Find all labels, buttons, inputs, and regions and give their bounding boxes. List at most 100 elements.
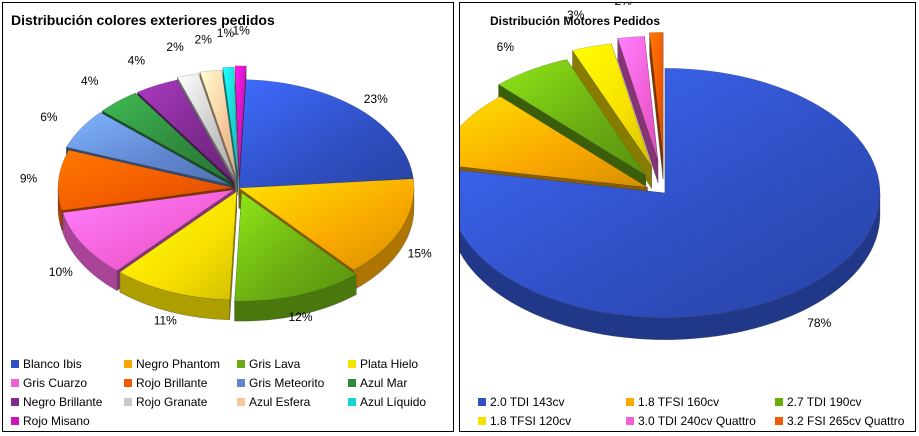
chart-colores-title: Distribución colores exteriores pedidos	[11, 12, 275, 28]
colores-label-gris-cuarzo: 10%	[49, 265, 73, 279]
motores-slices	[460, 32, 881, 318]
colores-slices	[57, 65, 415, 302]
motores-label-2-7-tdi-190cv: 6%	[497, 40, 515, 54]
chart-motores-plot: 78%10%6%3%2%1%	[460, 3, 881, 340]
chart-colores-panel: 23% 15% 12% 11% 10% 9% 6% 4% 4% 2% 2% 1% 1% Distribu…	[2, 2, 454, 432]
colores-legend-label: Rojo Brillante	[136, 376, 208, 390]
colores-legend-label: Blanco Ibis	[23, 357, 82, 371]
colores-label-azul-mar: 4%	[81, 74, 99, 88]
colores-legend-item-rojo-brillante: Rojo Brillante	[124, 376, 207, 390]
colores-legend-label: Rojo Misano	[23, 414, 90, 428]
motores-label-1-8-tfsi-120cv: 3%	[567, 8, 585, 22]
colores-legend-item-gris-lava: Gris Lava	[237, 357, 300, 371]
motores-legend-swatch	[478, 417, 486, 425]
colores-label-gris-lava: 12%	[288, 310, 312, 324]
colores-label-rojo-brillante: 9%	[20, 172, 38, 186]
colores-slice-negro-phantom	[238, 178, 415, 271]
motores-legend-item-3-2-fsi-265cv-quattro: 3.2 FSI 265cv Quattro	[775, 414, 904, 428]
motores-slice-2-0-tdi-143cv	[460, 68, 881, 318]
colores-slice-rojo-brillante	[57, 149, 234, 211]
colores-legend-item-rojo-granate: Rojo Granate	[124, 395, 207, 409]
chart-colores-plot: 23% 15% 12% 11% 10% 9% 6% 4% 4% 2% 2% 1%1%	[20, 24, 432, 328]
colores-legend-item-negro-brillante: Negro Brillante	[11, 395, 102, 409]
colores-label-rojo-granate: 2%	[166, 40, 184, 54]
colores-legend-item-gris-meteorito: Gris Meteorito	[237, 376, 324, 390]
motores-legend-swatch	[775, 398, 783, 406]
colores-slice-gris-meteorito	[65, 112, 231, 186]
motores-legend-item-2-0-tdi-143cv: 2.0 TDI 143cv	[478, 395, 564, 409]
colores-legend-swatch	[124, 379, 132, 387]
colores-legend-label: Azul Mar	[360, 376, 408, 390]
colores-legend-item-azul-esfera: Azul Esfera	[237, 395, 310, 409]
motores-legend-label: 2.0 TDI 143cv	[490, 395, 565, 409]
colores-slice-negro-brillante	[136, 79, 235, 183]
colores-slice-rojo-misano	[234, 65, 247, 175]
colores-legend-item-plata-hielo: Plata Hielo	[348, 357, 418, 371]
motores-label-2-0-tdi-143cv: 78%	[807, 316, 831, 330]
colores-legend-swatch	[11, 398, 19, 406]
colores-slice-azul-esfera	[199, 69, 237, 179]
colores-legend-label: Azul Esfera	[249, 395, 311, 409]
motores-legend-swatch	[626, 398, 634, 406]
colores-legend-label: Negro Brillante	[23, 395, 103, 409]
colores-legend-label: Plata Hielo	[360, 357, 419, 371]
colores-legend-label: Rojo Granate	[136, 395, 208, 409]
colores-legend-swatch	[11, 379, 19, 387]
motores-legend-swatch	[626, 417, 634, 425]
motores-legend-item-1-8-tfsi-160cv: 1.8 TFSI 160cv	[626, 395, 719, 409]
motores-legend-item-1-8-tfsi-120cv: 1.8 TFSI 120cv	[478, 414, 571, 428]
colores-legend-swatch	[237, 398, 245, 406]
colores-legend-swatch	[348, 360, 356, 368]
colores-legend-item-rojo-misano: Rojo Misano	[11, 414, 90, 428]
motores-legend-label: 1.8 TFSI 120cv	[490, 414, 572, 428]
colores-slice-rojo-granate	[176, 73, 236, 180]
motores-legend-label: 2.7 TDI 190cv	[787, 395, 862, 409]
colores-legend-label: Azul Líquido	[360, 395, 427, 409]
motores-legend-label: 3.2 FSI 265cv Quattro	[787, 414, 905, 428]
colores-legend-swatch	[11, 360, 19, 368]
colores-label-negro-phantom: 15%	[408, 246, 432, 260]
colores-legend-swatch	[124, 360, 132, 368]
colores-label-rojo-misano: 1%	[233, 24, 251, 38]
motores-legend-label: 1.8 TFSI 160cv	[638, 395, 720, 409]
colores-slice-gris-lava	[234, 192, 357, 302]
colores-label-negro-brillante: 4%	[128, 53, 146, 67]
colores-slice-plata-hielo	[119, 190, 238, 301]
colores-slice-blanco-ibis	[238, 79, 414, 189]
colores-legend-swatch	[11, 417, 19, 425]
colores-legend-label: Gris Meteorito	[249, 376, 325, 390]
colores-slice-azul-mar	[101, 92, 233, 184]
colores-legend-item-azul-liquido: Azul Líquido	[348, 395, 426, 409]
motores-legend-item-3-0-tdi-240cv-quattro: 3.0 TDI 240cv Quattro	[626, 414, 756, 428]
chart-motores-title: Distribución Motores Pedidos	[490, 14, 661, 28]
colores-legend-swatch	[237, 379, 245, 387]
colores-slice-azul-liquido	[222, 66, 239, 176]
colores-legend-swatch	[124, 398, 132, 406]
motores-data-labels: 78%10%6%3%2%1%	[497, 3, 832, 330]
colores-data-labels: 23% 15% 12% 11% 10% 9% 6% 4% 4% 2% 2% 1%1%	[20, 24, 432, 328]
colores-label-blanco-ibis: 23%	[364, 92, 388, 106]
colores-label-azul-esfera: 2%	[195, 33, 213, 47]
colores-legend-item-negro-phantom: Negro Phantom	[124, 357, 220, 371]
colores-slice-gris-cuarzo	[62, 189, 234, 271]
colores-legend-swatch	[348, 398, 356, 406]
colores-legend-label: Gris Lava	[249, 357, 301, 371]
motores-legend-label: 3.0 TDI 240cv Quattro	[638, 414, 756, 428]
motores-legend-item-2-7-tdi-190cv: 2.7 TDI 190cv	[775, 395, 861, 409]
colores-legend-item-azul-mar: Azul Mar	[348, 376, 407, 390]
colores-label-gris-meteorito: 6%	[40, 110, 58, 124]
colores-legend-item-gris-cuarzo: Gris Cuarzo	[11, 376, 87, 390]
motores-slice-2-7-tdi-190cv	[498, 59, 646, 176]
colores-label-azul-liquido: 1%	[217, 26, 235, 40]
colores-legend-swatch	[348, 379, 356, 387]
colores-label-plata-hielo: 11%	[154, 314, 177, 328]
chart-motores-panel: 78%10%6%3%2%1% Distribución Motores Pedi…	[459, 2, 916, 432]
colores-legend-item-blanco-ibis: Blanco Ibis	[11, 357, 82, 371]
motores-slice-3-2-fsi-265cv-quattro	[649, 32, 664, 158]
motores-slice-3-0-tdi-240cv-quattro	[617, 36, 659, 161]
colores-legend-swatch	[237, 360, 245, 368]
motores-legend-swatch	[775, 417, 783, 425]
motores-legend-swatch	[478, 398, 486, 406]
motores-slice-1-8-tfsi-160cv	[460, 96, 648, 188]
motores-slice-1-8-tfsi-120cv	[572, 43, 652, 167]
